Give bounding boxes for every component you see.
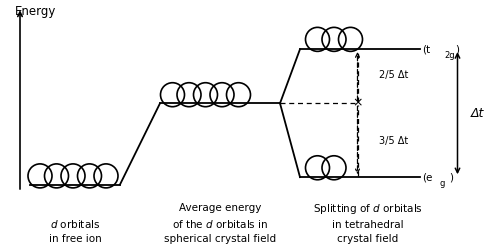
Text: Average energy
of the $d$ orbitals in
spherical crystal field: Average energy of the $d$ orbitals in sp… [164, 202, 276, 244]
Text: (t: (t [422, 44, 430, 54]
Text: (e: (e [422, 172, 433, 182]
Text: 2g: 2g [444, 51, 454, 60]
Text: 2/5 Δt: 2/5 Δt [379, 70, 408, 80]
Text: Δt: Δt [471, 107, 484, 120]
Text: Splitting of $d$ orbitals
in tetrahedral
crystal field: Splitting of $d$ orbitals in tetrahedral… [312, 201, 422, 244]
Text: ×: × [352, 97, 363, 110]
Text: $d$ orbitals
in free ion: $d$ orbitals in free ion [48, 217, 102, 244]
Text: ): ) [449, 172, 453, 182]
Text: ): ) [455, 44, 459, 54]
Text: Energy: Energy [15, 5, 56, 18]
Text: g: g [440, 179, 446, 188]
Text: 3/5 Δt: 3/5 Δt [379, 137, 408, 146]
